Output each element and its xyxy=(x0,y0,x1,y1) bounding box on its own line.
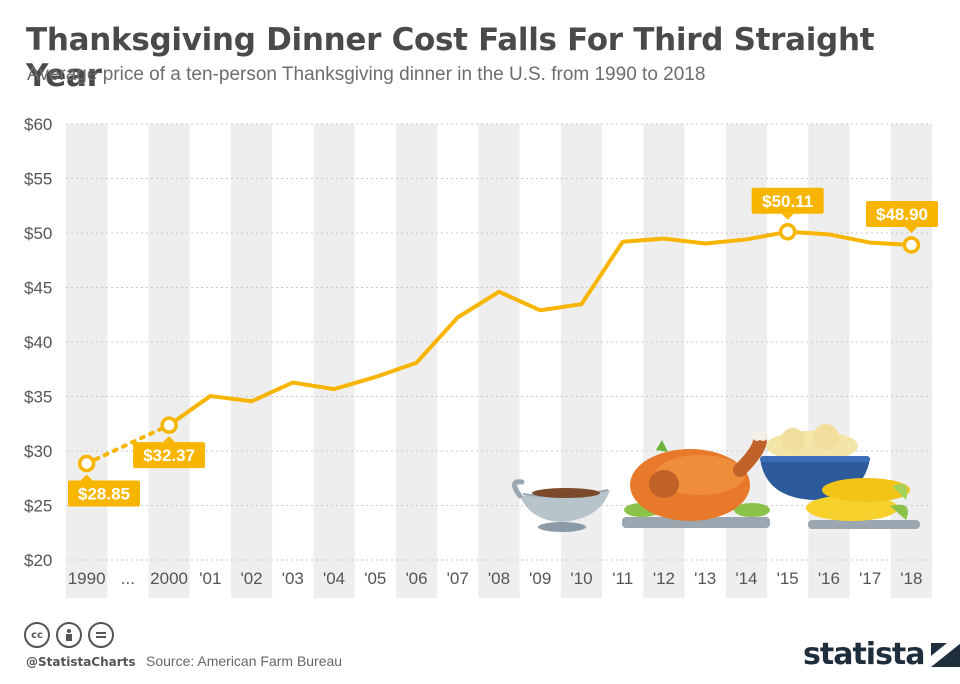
data-label: $50.11 xyxy=(751,187,824,220)
statista-handle[interactable]: @StatistaCharts xyxy=(26,655,136,669)
x-tick-label: '08 xyxy=(488,569,510,588)
x-tick-label: '13 xyxy=(694,569,716,588)
x-tick-label: ... xyxy=(121,569,135,588)
statista-logo[interactable]: statista xyxy=(803,637,960,672)
source-note: Source: American Farm Bureau xyxy=(146,653,343,669)
data-label-text: $48.90 xyxy=(876,205,928,224)
attribution-icon xyxy=(56,622,82,648)
y-tick-label: $40 xyxy=(24,333,52,352)
point-marker xyxy=(778,223,797,241)
x-tick-label: 1990 xyxy=(68,569,106,588)
x-axis-ticks: 1990... 2000 '01 '02 '03 '04 '05 '06 '07 '08 '09 '1… xyxy=(68,569,923,588)
x-tick-label: '18 xyxy=(900,569,922,588)
point-marker xyxy=(77,454,96,473)
data-label: $48.90 xyxy=(866,200,938,233)
data-label-text: $50.11 xyxy=(762,192,813,211)
license-icons: cc xyxy=(24,622,114,648)
x-tick-label: '01 xyxy=(199,569,221,588)
gravy-boat-icon xyxy=(512,479,610,532)
column-band xyxy=(313,124,355,598)
column-band xyxy=(478,124,520,598)
no-derivatives-icon xyxy=(88,622,114,648)
x-tick-label: '16 xyxy=(818,569,840,588)
statista-logo-icon xyxy=(930,642,960,667)
x-tick-label: '17 xyxy=(859,569,881,588)
data-label-text: $28.85 xyxy=(78,485,130,504)
chart-subtitle: Average price of a ten-person Thanksgivi… xyxy=(27,64,706,85)
y-tick-label: $35 xyxy=(24,388,52,407)
data-label-text: $32.37 xyxy=(143,446,195,465)
point-marker xyxy=(160,416,178,434)
turkey-icon xyxy=(622,431,770,528)
x-tick-label: '06 xyxy=(405,569,427,588)
column-band xyxy=(66,124,108,598)
corn-icon xyxy=(806,478,920,529)
x-tick-label: 2000 xyxy=(150,569,188,588)
x-tick-label: '15 xyxy=(777,569,799,588)
x-tick-label: '07 xyxy=(447,569,469,588)
x-tick-label: '12 xyxy=(653,569,675,588)
y-tick-label: $20 xyxy=(24,551,52,570)
y-tick-label: $55 xyxy=(24,170,52,189)
y-tick-label: $45 xyxy=(24,279,52,298)
column-band xyxy=(230,124,273,598)
y-tick-label: $50 xyxy=(24,224,52,243)
y-axis-ticks: $60 $55 $50 $45 $40 $35 $30 $25 $20 xyxy=(24,115,52,570)
x-tick-label: '04 xyxy=(323,569,345,588)
x-tick-label: '03 xyxy=(282,569,304,588)
x-tick-label: '09 xyxy=(529,569,551,588)
x-tick-label: '11 xyxy=(612,569,633,588)
highlight-markers xyxy=(77,223,921,473)
x-tick-label: '10 xyxy=(570,569,592,588)
x-tick-label: '05 xyxy=(364,569,386,588)
data-label: $32.37 xyxy=(133,436,206,469)
column-band xyxy=(148,124,190,598)
price-line xyxy=(167,229,912,427)
x-tick-label: '14 xyxy=(735,569,757,588)
chart-title: Thanksgiving Dinner Cost Falls For Third… xyxy=(26,22,875,94)
data-label: $28.85 xyxy=(68,474,140,507)
cc-icon: cc xyxy=(24,622,50,648)
line-chart: $60 $55 $50 $45 $40 $35 $30 $25 $20 1990... 2000 '… xyxy=(24,115,938,598)
brand-text: statista xyxy=(803,637,926,672)
data-labels: $28.85 $32.37 $50.11 $48.90 xyxy=(68,187,938,507)
point-marker xyxy=(902,236,921,254)
x-tick-label: '02 xyxy=(240,569,262,588)
y-tick-label: $30 xyxy=(24,442,52,461)
y-tick-label: $60 xyxy=(24,115,52,134)
y-tick-label: $25 xyxy=(24,497,52,516)
food-illustration xyxy=(512,424,920,532)
